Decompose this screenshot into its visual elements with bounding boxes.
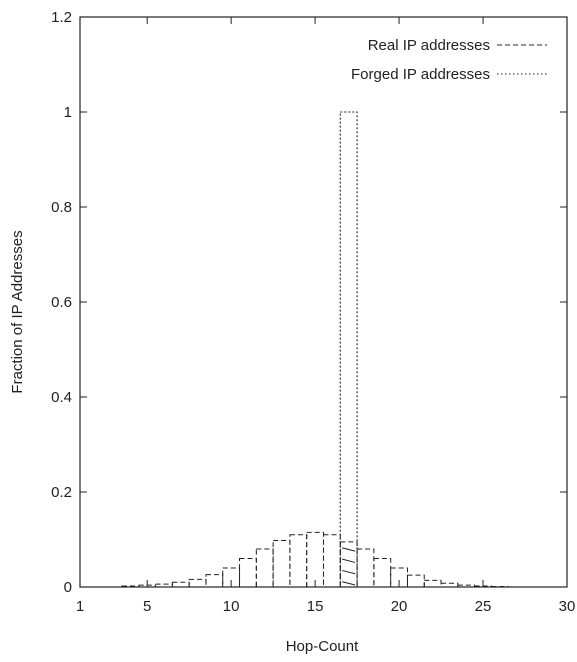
bar-real-ip (239, 558, 257, 588)
real-ip-bars (121, 531, 509, 588)
y-tick-label: 0.6 (51, 294, 72, 311)
y-tick-label: 1.2 (51, 9, 72, 26)
x-tick-label: 1 (76, 598, 84, 615)
forged-ip-bars (339, 111, 358, 588)
bar-real-ip (406, 574, 425, 588)
x-tick-label: 5 (143, 598, 151, 615)
x-tick-label: 25 (475, 598, 492, 615)
y-tick-label: 1 (64, 104, 72, 121)
legend: Real IP addresses Forged IP addresses (351, 37, 547, 83)
plot-frame (79, 16, 568, 588)
bar-forged-hatch (342, 581, 356, 586)
y-tick-label: 0.8 (51, 199, 72, 216)
y-tick-label: 0.2 (51, 484, 72, 501)
bar-real-ip (289, 534, 308, 588)
bar-real-ip (373, 558, 392, 588)
bar-real-ip (171, 581, 190, 588)
y-tick-label: 0.4 (51, 389, 72, 406)
bar-real-ip (188, 578, 207, 588)
x-tick-label: 20 (391, 598, 408, 615)
x-tick-label: 30 (559, 598, 576, 615)
bar-real-ip (323, 534, 341, 588)
legend-label-real: Real IP addresses (368, 37, 490, 54)
bar-real-ip (255, 548, 274, 588)
y-axis-title: Fraction of IP Addresses (9, 230, 26, 393)
axes (79, 16, 568, 588)
legend-label-forged: Forged IP addresses (351, 66, 490, 83)
x-axis-title: Hop-Count (286, 638, 359, 655)
x-tick-label: 15 (307, 598, 324, 615)
bar-real-ip (356, 548, 375, 588)
bar-real-ip (423, 579, 442, 588)
bar-forged-ip (339, 111, 358, 588)
bar-forged-hatch (342, 547, 356, 552)
bar-forged-hatch (342, 569, 356, 575)
bar-real-ip (306, 531, 325, 588)
bar-real-ip (339, 541, 358, 588)
y-tick-label: 0 (64, 579, 72, 596)
x-tick-label: 10 (223, 598, 240, 615)
bar-real-ip (272, 539, 291, 588)
bar-forged-hatch (342, 558, 356, 563)
bar-real-ip (205, 574, 224, 588)
